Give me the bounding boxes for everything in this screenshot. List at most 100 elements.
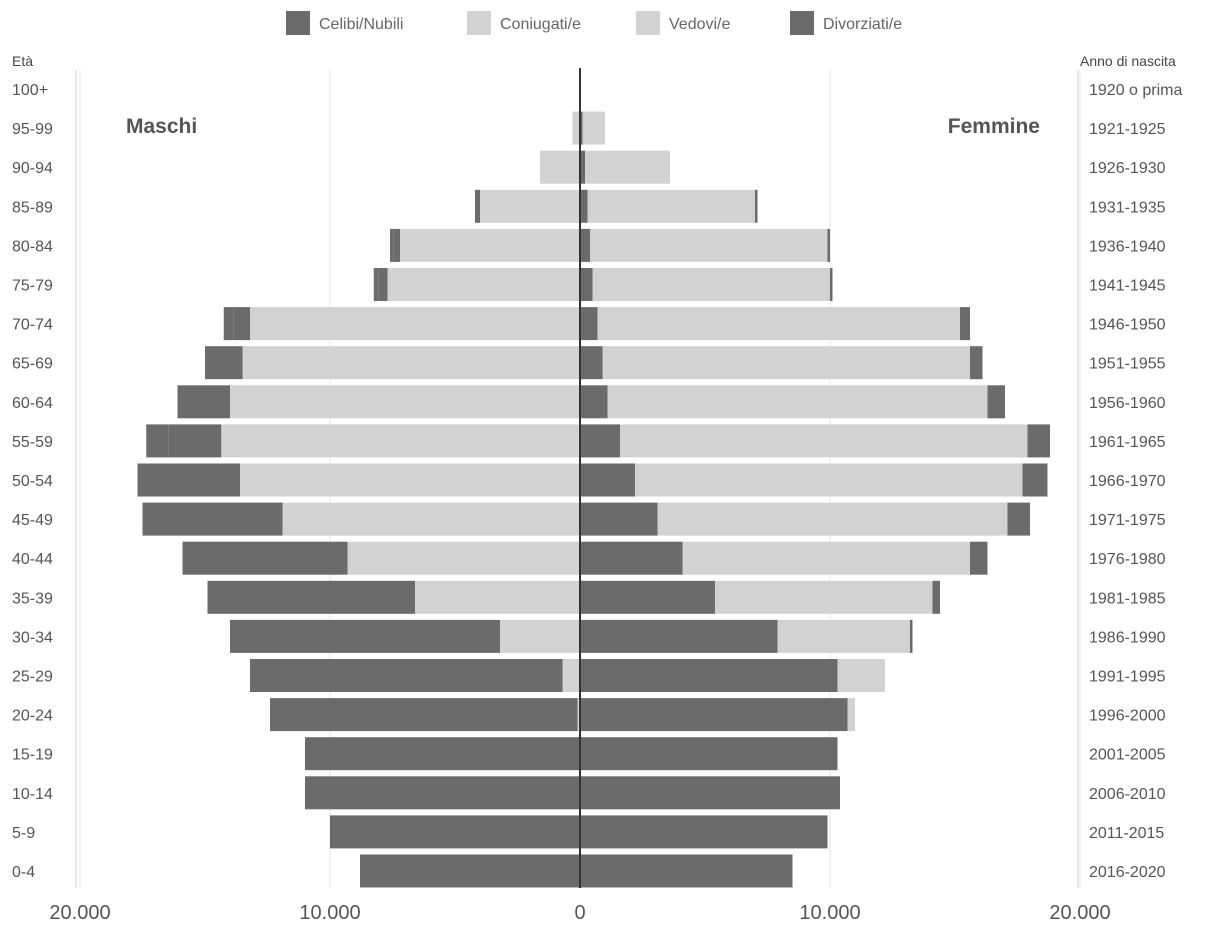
birth-year-label: 1986-1990: [1089, 629, 1166, 646]
legend-swatch-celibi-nubili: [286, 11, 310, 35]
age-label: 5-9: [12, 825, 35, 842]
legend-label: Vedovi/e: [669, 16, 730, 33]
birth-year-label: 1921-1925: [1089, 121, 1166, 138]
legend-label: Celibi/Nubili: [319, 16, 403, 33]
bar-female-coniugati-e-90-94: [585, 150, 600, 184]
age-label: 95-99: [12, 121, 53, 138]
birth-year-label: 1951-1955: [1089, 356, 1166, 373]
age-label: 40-44: [12, 551, 53, 568]
bar-female-vedovi-e-80-84: [695, 228, 828, 262]
bar-male-coniugati-e-65-69: [242, 346, 578, 380]
bar-female-celibi-nubili-40-44: [580, 541, 683, 575]
bar-female-vedovi-e-40-44: [965, 541, 970, 575]
birth-year-label: 2016-2020: [1089, 864, 1166, 881]
age-label: 85-89: [12, 199, 53, 216]
age-label: 50-54: [12, 473, 53, 490]
bar-female-divorziati-e-40-44: [970, 541, 988, 575]
bar-male-celibi-nubili-0-4: [360, 854, 580, 888]
bar-female-divorziati-e-30-34: [910, 619, 913, 653]
bar-male-vedovi-e-60-64: [577, 385, 580, 419]
males-label: Maschi: [126, 115, 197, 138]
bar-female-celibi-nubili-90-94: [580, 150, 585, 184]
bar-female-divorziati-e-75-79: [830, 268, 833, 301]
bar-female-celibi-nubili-55-59: [580, 424, 620, 458]
bar-female-celibi-nubili-95-99: [580, 111, 583, 145]
x-tick-label: 10.000: [299, 902, 360, 924]
x-tick-label: 20.000: [49, 902, 110, 924]
bar-male-celibi-nubili-25-29: [250, 659, 563, 692]
bar-female-divorziati-e-80-84: [827, 228, 830, 262]
axes: 100+ 1920 o prima 95-99 1921-1925 90-94 1926-…: [12, 68, 1182, 924]
birth-year-label: 1941-1945: [1089, 278, 1166, 295]
age-label: 100+: [12, 82, 48, 99]
bar-female-coniugati-e-55-59: [620, 424, 1013, 458]
bar-male-celibi-nubili-65-69: [217, 346, 243, 380]
bar-male-celibi-nubili-40-44: [192, 541, 348, 575]
bar-female-celibi-nubili-45-49: [580, 502, 658, 536]
bar-female-coniugati-e-85-89: [587, 189, 643, 223]
birth-year-label: 1971-1975: [1089, 512, 1166, 529]
bars: [137, 111, 1050, 888]
bar-male-coniugati-e-50-54: [240, 463, 580, 497]
females-label: Femmine: [948, 115, 1040, 138]
bar-male-coniugati-e-30-34: [500, 619, 580, 653]
bar-male-celibi-nubili-75-79: [378, 268, 388, 301]
bar-female-divorziati-e-70-74: [960, 307, 970, 341]
birth-year-label: 1931-1935: [1089, 199, 1166, 216]
birth-year-label: 1976-1980: [1089, 551, 1166, 568]
bar-female-celibi-nubili-60-64: [580, 385, 608, 419]
birth-year-label: 1936-1940: [1089, 238, 1166, 255]
bar-female-vedovi-e-50-54: [1015, 463, 1023, 497]
bar-female-vedovi-e-30-34: [905, 619, 910, 653]
bar-male-celibi-nubili-10-14: [305, 776, 580, 810]
bar-male-vedovi-e-85-89: [552, 189, 580, 223]
bar-female-celibi-nubili-25-29: [580, 659, 838, 692]
bar-male-celibi-nubili-35-39: [212, 580, 415, 614]
x-tick-label: 0: [574, 902, 585, 924]
age-label: 75-79: [12, 278, 53, 295]
bar-female-divorziati-e-65-69: [970, 346, 983, 380]
bar-male-coniugati-e-35-39: [415, 580, 580, 614]
age-label: 90-94: [12, 160, 53, 177]
age-label: 45-49: [12, 512, 53, 529]
bar-female-celibi-nubili-50-54: [580, 463, 635, 497]
bar-male-celibi-nubili-50-54: [157, 463, 240, 497]
age-label: 55-59: [12, 434, 53, 451]
bar-male-divorziati-e-85-89: [475, 189, 478, 223]
legend-swatch-coniugati-e: [467, 11, 491, 35]
birth-year-axis-title: Anno di nascita: [1080, 53, 1176, 69]
bar-male-coniugati-e-55-59: [221, 424, 579, 458]
bar-male-celibi-nubili-60-64: [195, 385, 230, 419]
bar-female-vedovi-e-85-89: [642, 189, 755, 223]
bar-female-vedovi-e-90-94: [600, 150, 670, 184]
bar-female-celibi-nubili-70-74: [580, 307, 598, 341]
bar-female-divorziati-e-55-59: [1027, 424, 1050, 458]
bar-female-coniugati-e-80-84: [590, 228, 695, 262]
bar-male-vedovi-e-90-94: [552, 150, 580, 184]
bar-female-celibi-nubili-30-34: [580, 619, 778, 653]
bar-female-coniugati-e-65-69: [602, 346, 898, 380]
bar-female-coniugati-e-45-49: [657, 502, 1003, 536]
bar-male-divorziati-e-40-44: [182, 541, 193, 575]
bar-female-coniugati-e-60-64: [607, 385, 970, 419]
bar-female-vedovi-e-95-99: [587, 111, 605, 145]
bar-male-divorziati-e-70-74: [223, 307, 234, 341]
bar-female-coniugati-e-75-79: [592, 268, 720, 301]
bar-female-celibi-nubili-65-69: [580, 346, 603, 380]
age-label: 30-34: [12, 629, 53, 646]
bar-female-vedovi-e-55-59: [1012, 424, 1028, 458]
age-label: 0-4: [12, 864, 35, 881]
bar-female-vedovi-e-35-39: [927, 580, 933, 614]
bar-female-divorziati-e-45-49: [1007, 502, 1030, 536]
birth-year-label: 1996-2000: [1089, 708, 1166, 725]
birth-year-label: 1966-1970: [1089, 473, 1166, 490]
legend-swatch-vedovi-e: [636, 11, 660, 35]
bar-female-celibi-nubili-10-14: [580, 776, 840, 810]
legend-label: Divorziati/e: [823, 16, 902, 33]
birth-year-label: 1946-1950: [1089, 317, 1166, 334]
bar-female-coniugati-e-25-29: [837, 659, 883, 692]
bar-male-coniugati-e-40-44: [347, 541, 580, 575]
bar-female-vedovi-e-70-74: [847, 307, 960, 341]
bar-female-divorziati-e-60-64: [987, 385, 1005, 419]
